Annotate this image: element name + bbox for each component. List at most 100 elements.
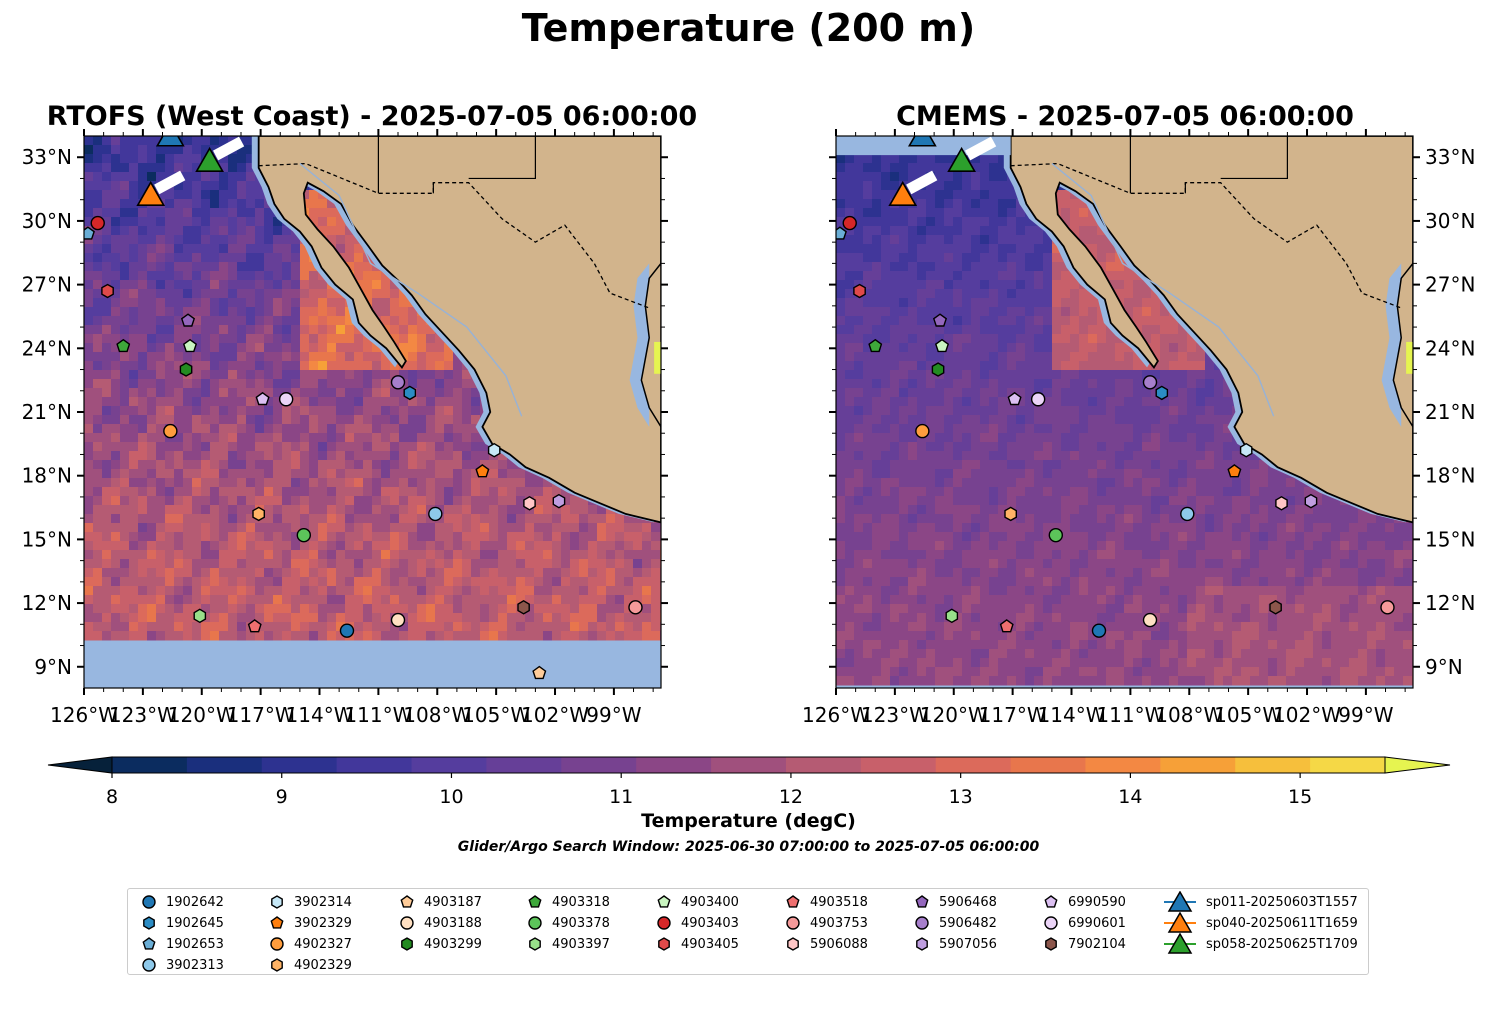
legend-item-4902327: 4902327	[268, 934, 352, 954]
platform-4903188	[1142, 612, 1158, 628]
legend-label: 4903403	[681, 915, 739, 931]
figure-title: Temperature (200 m)	[521, 6, 976, 50]
legend-label: 5906468	[939, 894, 997, 910]
y-tick-label: 30°N	[1425, 209, 1475, 233]
legend-item-3902313: 3902313	[140, 955, 224, 975]
gulf-coast-land	[640, 262, 661, 429]
legend-marker-shape	[786, 895, 800, 908]
state-border-3	[468, 136, 536, 180]
legend-item-4902329: 4902329	[268, 955, 352, 975]
colorbar-bin	[186, 757, 263, 773]
legend-item-4903518: 4903518	[784, 892, 868, 912]
y-tick-label: 9°N	[34, 655, 72, 679]
legend-marker	[142, 958, 156, 972]
legend-label: 7902104	[1068, 936, 1126, 952]
legend-glider-marker	[1164, 891, 1196, 912]
colorbar-tick-label: 15	[1288, 786, 1312, 808]
platform-6990601	[1030, 392, 1046, 407]
glider-track	[906, 170, 938, 195]
platform-4903753	[628, 600, 643, 615]
rtofs-map-panel: 126°W123°W120°W117°W114°W111°W108°W105°W…	[22, 129, 668, 727]
platform-4902327	[915, 423, 930, 439]
legend-marker	[786, 916, 800, 930]
legend-glider-triangle	[1167, 891, 1193, 912]
platform-7902104	[1269, 599, 1282, 615]
legend-marker	[916, 937, 928, 951]
colorbar-extend-high	[1384, 756, 1451, 774]
platform-4903403	[90, 215, 105, 231]
legend-label: 1902645	[166, 915, 224, 931]
colorbar-bin	[636, 757, 712, 773]
platform-3902329	[475, 464, 490, 478]
y-tick-label: 21°N	[1425, 400, 1475, 424]
legend-marker-shape	[271, 958, 283, 972]
legend-marker	[400, 916, 414, 930]
river	[299, 163, 523, 417]
glider-sp011-20250603T1557	[155, 136, 185, 147]
y-tick-label: 15°N	[1425, 527, 1475, 551]
legend-item-sp040-20250611T1659: sp040-20250611T1659	[1162, 912, 1358, 933]
x-tick-label: 99°W	[1338, 703, 1393, 727]
legend-marker-shape	[270, 937, 284, 951]
platform-4903400	[934, 338, 950, 353]
cmems-map-panel: 126°W123°W120°W117°W114°W111°W108°W105°W…	[802, 129, 1475, 727]
platform-5906482	[1142, 375, 1158, 390]
platform-5907056	[1304, 493, 1318, 509]
platform-5906482	[390, 375, 406, 390]
platform-3902314	[487, 442, 501, 458]
platform-6990590	[1007, 391, 1022, 406]
colorbar-bin	[711, 757, 787, 773]
legend-marker	[915, 916, 929, 930]
legend-label: sp011-20250603T1557	[1206, 894, 1358, 910]
platform-4903403	[842, 215, 857, 231]
colorbar-bin	[785, 757, 862, 773]
platform-4903378	[1048, 527, 1064, 543]
legend-label: 4903378	[552, 915, 610, 931]
legend-item-1902642: 1902642	[140, 892, 224, 912]
colorbar-bin	[1010, 757, 1087, 773]
platform-1902642	[1091, 623, 1107, 638]
temperature-colorbar: 8 9 10 11 12 13 14 15	[47, 756, 1451, 808]
y-tick-label: 18°N	[1425, 464, 1475, 488]
platform-3902329	[1227, 464, 1242, 478]
y-tick-label: 24°N	[1425, 336, 1475, 360]
legend-marker-shape	[400, 895, 414, 908]
x-tick-label: 114°W	[286, 703, 354, 727]
legend-item-4903318: 4903318	[526, 892, 610, 912]
y-tick-label: 33°N	[1425, 145, 1475, 169]
colorbar-tick-label: 9	[276, 786, 288, 808]
legend-label: 4903397	[552, 936, 610, 952]
legend-item-6990590: 6990590	[1042, 892, 1126, 912]
legend-marker	[786, 895, 800, 908]
platform-5907056	[552, 493, 566, 509]
colorbar-extend-low	[47, 756, 113, 774]
legend-marker-shape	[142, 895, 156, 909]
legend-label: 5906482	[939, 915, 997, 931]
river	[1051, 163, 1275, 417]
legend-label: 4902329	[294, 957, 352, 973]
y-tick-label: 33°N	[22, 145, 72, 169]
x-tick-label: 108°W	[1155, 703, 1223, 727]
legend-marker-shape	[658, 937, 670, 951]
platform-5906468	[180, 313, 196, 327]
legend-marker	[401, 937, 413, 951]
platform-4903400	[182, 338, 198, 353]
x-tick-label: 126°W	[802, 703, 870, 727]
platform-5906088	[523, 495, 536, 511]
x-tick-label: 123°W	[109, 703, 177, 727]
x-tick-label: 123°W	[861, 703, 929, 727]
mexico-land	[257, 136, 661, 524]
legend-glider-triangle	[1167, 933, 1193, 954]
legend-item-4903188: 4903188	[398, 913, 482, 933]
platform-4903299	[179, 362, 193, 377]
colorbar-bin	[486, 757, 562, 773]
legend-marker-shape	[529, 937, 541, 951]
platform-4902327	[163, 423, 178, 439]
legend-label: 5906088	[810, 936, 868, 952]
legend-marker-shape	[142, 958, 156, 972]
colorbar-bin	[411, 757, 488, 773]
legend-marker	[915, 895, 929, 908]
platform-4903318	[868, 338, 883, 353]
legend-label: 4903299	[424, 936, 482, 952]
legend-item-5906468: 5906468	[913, 892, 997, 912]
